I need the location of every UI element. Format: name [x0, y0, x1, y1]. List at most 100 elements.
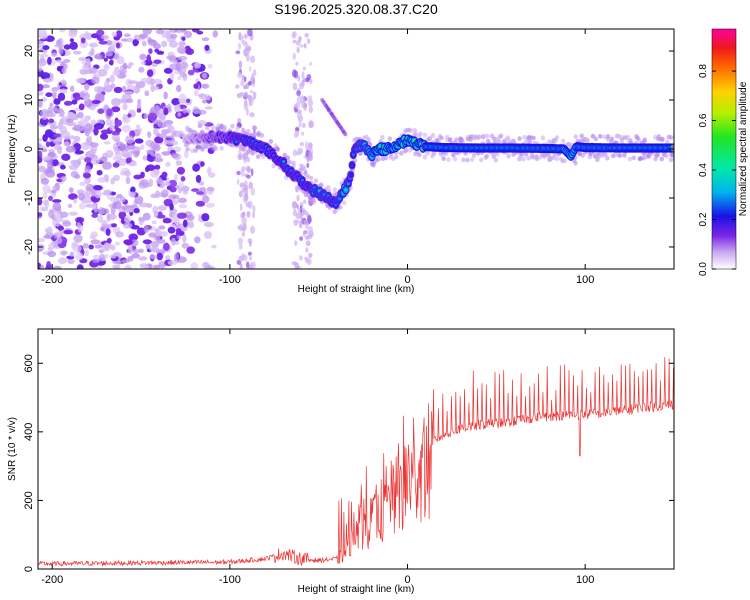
spectrogram-blob	[63, 141, 70, 147]
spectrogram-blob	[205, 125, 210, 131]
spectrogram-blob	[59, 118, 64, 126]
spectrogram-blob	[145, 166, 150, 173]
spectrogram-blob	[38, 32, 48, 40]
spectrogram-blob	[181, 242, 190, 249]
spectrogram-blob	[40, 177, 50, 185]
spectrogram-blob	[479, 157, 484, 163]
spectrogram-blob	[177, 29, 183, 34]
spectrogram-blob	[243, 33, 248, 40]
spectrogram-blob	[57, 237, 63, 244]
spectrogram-blob	[80, 37, 86, 44]
spectrogram-blob	[211, 125, 216, 130]
spectrogram-blob	[303, 199, 307, 204]
spectrogram-blob	[248, 240, 252, 247]
spectrogram-blob	[176, 45, 187, 54]
spectrogram-blob	[74, 174, 81, 179]
spectrogram-blob	[298, 220, 303, 229]
spectrogram-blob	[431, 151, 436, 156]
spectrogram-blob	[304, 235, 310, 240]
spectrogram-blob	[240, 168, 245, 177]
spectrogram-blob	[115, 42, 121, 49]
spectrogram-blob	[119, 143, 126, 152]
spectrogram-blob	[151, 85, 160, 91]
spectrogram-blob	[155, 229, 162, 237]
spectrogram-blob	[235, 125, 240, 131]
spectrogram-blob	[175, 160, 183, 166]
spectrogram-blob	[190, 262, 198, 269]
spectrogram-blob	[249, 255, 252, 261]
spectrogram-blob	[422, 132, 428, 138]
spectrogram-blob	[125, 98, 134, 104]
spectrogram-blob	[171, 140, 179, 146]
spectrogram-blob	[165, 161, 171, 167]
spectrogram-blob	[493, 157, 499, 163]
spectrogram-blob	[137, 98, 142, 105]
spectrogram-blob	[109, 197, 119, 203]
spectrogram-blob	[418, 131, 423, 137]
spectrogram-blob	[149, 254, 158, 260]
spectrogram-blob	[245, 54, 250, 62]
spectrogram-blob	[157, 205, 168, 211]
spectrogram-blob	[159, 113, 166, 120]
spectrogram-blob	[111, 134, 120, 141]
spectrogram-blob	[162, 181, 171, 186]
spectrogram-blob	[439, 135, 444, 141]
spectrogram-blob	[39, 264, 45, 269]
spectrogram-blob	[167, 260, 178, 266]
snr-y-axis: 0 200 400 600	[23, 354, 674, 572]
spectrogram-blob	[185, 48, 194, 55]
spectrogram-blob	[42, 134, 48, 142]
spectrogram-blob	[69, 41, 78, 50]
spectrogram-blob	[142, 29, 152, 35]
spectrogram-blob	[175, 130, 185, 138]
spectrogram-blob	[182, 107, 187, 114]
spectrogram-blob	[137, 248, 144, 253]
spectrogram-blob	[50, 125, 59, 130]
spectrogram-blob	[670, 152, 674, 158]
spectrogram-blob	[306, 74, 312, 80]
spectrogram-blob	[179, 72, 187, 78]
spectrogram-blob	[635, 135, 640, 141]
ridge-mark	[281, 159, 286, 164]
spectrogram-blob	[659, 156, 664, 162]
spectrogram-blob	[149, 246, 160, 252]
spectrogram-blob	[201, 99, 208, 104]
spectrogram-blob	[91, 157, 100, 165]
spectrogram-blob	[153, 211, 159, 218]
snr-x-label: Height of straight line (km)	[298, 584, 415, 595]
spectrogram-blob	[101, 219, 108, 228]
spectrogram-y-axis: -20 -10 0 10 20	[23, 45, 674, 255]
spectrogram-blob	[177, 55, 188, 61]
spectrogram-blob	[163, 107, 169, 116]
spectrogram-blob	[193, 83, 199, 89]
spectrogram-blob	[121, 124, 131, 133]
spectrogram-blob	[68, 193, 78, 200]
spectrogram-blob	[559, 156, 564, 162]
spectrogram-blob	[90, 119, 96, 125]
spectrogram-blob	[175, 62, 182, 72]
spectrogram-blob	[112, 70, 120, 76]
spectrogram-blob	[84, 165, 91, 174]
spectrogram-blob	[120, 38, 129, 42]
spectrogram-blob	[103, 253, 109, 259]
spectrogram-blob	[109, 74, 115, 83]
x-tick-label: 0	[404, 574, 410, 586]
spectrogram-blob	[296, 46, 300, 54]
spectrogram-blob	[111, 223, 117, 228]
snr-series-line	[38, 357, 674, 567]
spectrogram-blob	[48, 149, 55, 153]
spectrogram-blob	[154, 48, 160, 53]
spectrogram-blob	[84, 123, 93, 132]
spectrogram-blob	[79, 181, 86, 187]
spectrogram-blob	[38, 138, 43, 142]
spectrogram-blob	[56, 135, 63, 144]
spectrogram-blob	[507, 138, 512, 144]
spectrogram-blob	[67, 258, 75, 265]
spectrogram-blob	[84, 99, 93, 107]
spectrogram-blob	[665, 139, 670, 145]
spectrogram-blob	[130, 186, 136, 194]
spectrogram-blob	[88, 244, 94, 250]
spectrogram-blob	[301, 131, 305, 136]
